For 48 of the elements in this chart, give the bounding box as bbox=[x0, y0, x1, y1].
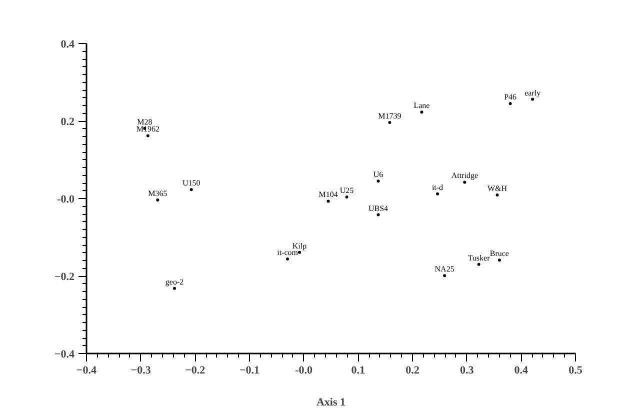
y-tick-label: 0.2 bbox=[60, 116, 75, 128]
point bbox=[156, 198, 160, 202]
y-tick-label: 0.4 bbox=[60, 38, 75, 50]
data-label: NA25 bbox=[434, 264, 454, 274]
x-tick-label: 0.3 bbox=[460, 364, 474, 376]
x-tick-label: 0.4 bbox=[514, 364, 529, 376]
point bbox=[388, 121, 392, 124]
x-tick-label: −0.2 bbox=[185, 364, 206, 376]
point bbox=[286, 257, 290, 260]
data-label: it-com bbox=[277, 248, 299, 257]
y-tick-label: -0.0 bbox=[57, 194, 75, 206]
point bbox=[531, 98, 534, 101]
x-axis-title: Axis 1 bbox=[316, 396, 346, 408]
data-label: UBS4 bbox=[368, 204, 388, 213]
point bbox=[173, 286, 176, 290]
data-label: M1739 bbox=[378, 112, 402, 121]
y-tick-label: −0.4 bbox=[54, 348, 75, 360]
point bbox=[436, 192, 439, 196]
data-label: geo-2 bbox=[165, 277, 184, 286]
point bbox=[146, 134, 150, 138]
data-label: M1962 bbox=[136, 124, 160, 134]
data-label: Lane bbox=[414, 101, 430, 110]
data-label: Tusker bbox=[468, 253, 490, 262]
data-label: early bbox=[524, 88, 541, 98]
x-tick-label: −0.1 bbox=[239, 364, 260, 376]
data-label: it-d bbox=[432, 182, 444, 192]
x-tick-label: −0.3 bbox=[130, 364, 152, 376]
point bbox=[463, 180, 466, 184]
y-tick-label: −0.2 bbox=[54, 271, 75, 283]
data-label: Kilp bbox=[292, 241, 307, 250]
data-label: P46 bbox=[504, 92, 517, 102]
x-tick-label: -0.0 bbox=[295, 364, 314, 376]
data-label: U6 bbox=[373, 170, 384, 180]
x-tick-label: 0.1 bbox=[351, 364, 366, 376]
point bbox=[477, 262, 480, 266]
point bbox=[376, 213, 380, 216]
data-label: W&H bbox=[487, 184, 508, 194]
data-label: Attridge bbox=[451, 171, 478, 180]
x-tick-label: 0.2 bbox=[406, 364, 420, 376]
point bbox=[345, 195, 348, 198]
data-label: M365 bbox=[148, 189, 168, 198]
x-tick-label: 0.5 bbox=[568, 364, 583, 376]
data-label: U25 bbox=[340, 186, 354, 195]
x-tick-label: −0.4 bbox=[76, 364, 98, 376]
data-label: M104 bbox=[318, 190, 338, 200]
data-label: U150 bbox=[182, 178, 200, 188]
data-label: Bruce bbox=[490, 249, 510, 258]
data-label: M28 bbox=[137, 117, 152, 126]
